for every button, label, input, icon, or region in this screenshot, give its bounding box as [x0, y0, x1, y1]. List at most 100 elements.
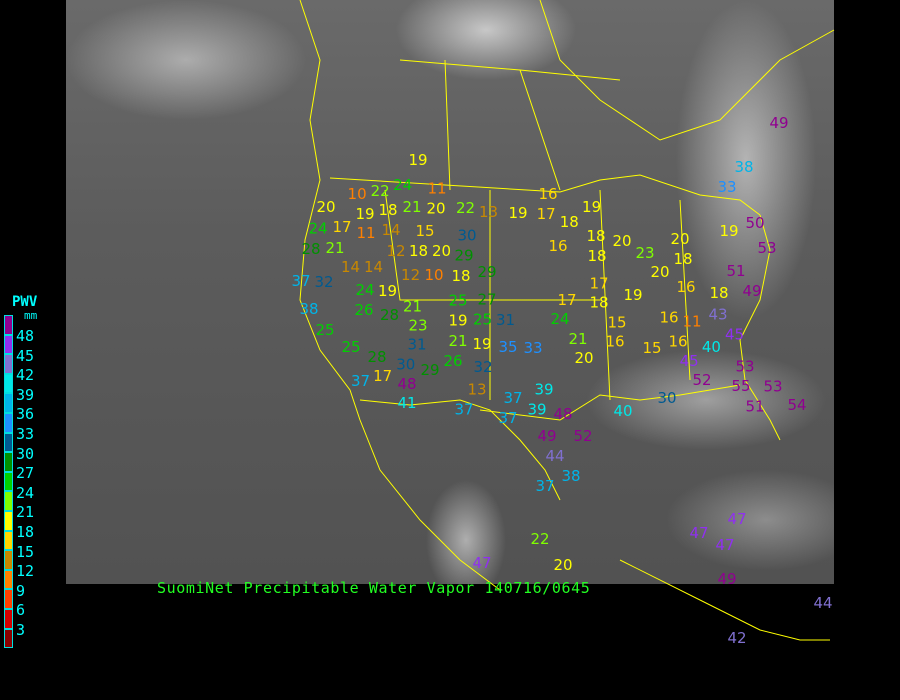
legend-tick: 9: [16, 581, 26, 600]
station-pwv-value: 25: [315, 321, 334, 339]
station-pwv-value: 40: [613, 402, 632, 420]
station-pwv-value: 22: [456, 199, 475, 217]
station-pwv-value: 43: [708, 306, 727, 324]
station-pwv-value: 14: [341, 258, 360, 276]
station-pwv-value: 15: [607, 314, 626, 332]
station-pwv-value: 47: [715, 536, 734, 554]
station-pwv-value: 21: [402, 198, 421, 216]
station-pwv-value: 20: [316, 198, 335, 216]
station-pwv-value: 28: [367, 348, 386, 366]
legend-swatch: [4, 608, 13, 629]
legend-tick: 12: [16, 562, 35, 581]
station-pwv-value: 52: [573, 427, 592, 445]
station-pwv-value: 37: [498, 409, 517, 427]
station-pwv-value: 18: [587, 247, 606, 265]
station-pwv-value: 49: [769, 114, 788, 132]
legend-swatch: [4, 315, 13, 335]
boundary-line: [299, 0, 501, 591]
boundary-line: [359, 399, 561, 501]
station-pwv-value: 32: [473, 358, 492, 376]
legend-swatch: [4, 589, 13, 609]
legend-tick: 42: [16, 366, 35, 385]
station-pwv-value: 27: [477, 291, 496, 309]
station-pwv-value: 42: [727, 629, 746, 647]
station-pwv-value: 24: [550, 310, 569, 328]
legend-tick: 36: [16, 405, 35, 424]
station-pwv-value: 19: [623, 286, 642, 304]
station-pwv-value: 47: [727, 510, 746, 528]
station-pwv-value: 16: [676, 278, 695, 296]
legend-swatch: [4, 491, 13, 511]
station-pwv-value: 33: [523, 339, 542, 357]
station-pwv-value: 29: [477, 263, 496, 281]
legend-tick: 27: [16, 464, 35, 483]
boundary-line: [619, 559, 830, 641]
station-pwv-value: 19: [378, 282, 397, 300]
station-pwv-value: 39: [534, 381, 553, 399]
station-pwv-value: 14: [381, 221, 400, 239]
station-pwv-value: 17: [557, 291, 576, 309]
station-pwv-value: 20: [574, 349, 593, 367]
station-pwv-value: 41: [397, 394, 416, 412]
station-pwv-value: 37: [454, 401, 473, 419]
station-pwv-value: 17: [537, 205, 556, 223]
station-pwv-value: 26: [443, 352, 462, 370]
station-pwv-value: 10: [348, 185, 367, 203]
station-pwv-value: 53: [763, 377, 782, 395]
satellite-map: [66, 0, 834, 584]
boundary-line: [739, 214, 781, 441]
legend-swatch: [4, 569, 13, 590]
station-pwv-value: 47: [689, 524, 708, 542]
boundary-line: [539, 0, 835, 141]
legend-swatch: [4, 452, 13, 472]
boundary-line: [599, 189, 691, 401]
station-pwv-value: 13: [467, 381, 486, 399]
station-pwv-value: 28: [301, 240, 320, 258]
station-pwv-value: 19: [719, 222, 738, 240]
station-pwv-value: 18: [560, 213, 579, 231]
station-pwv-value: 44: [545, 447, 564, 465]
boundary-line: [479, 384, 741, 421]
station-pwv-value: 37: [291, 272, 310, 290]
station-pwv-value: 20: [670, 230, 689, 248]
legend-tick: 33: [16, 425, 35, 443]
station-pwv-value: 21: [568, 330, 587, 348]
station-pwv-value: 51: [726, 262, 745, 280]
legend-swatch: [4, 510, 13, 531]
legend-swatch: [4, 432, 13, 453]
station-pwv-value: 16: [605, 333, 624, 351]
station-pwv-value: 49: [717, 570, 736, 588]
boundary-line: [329, 174, 761, 216]
station-pwv-value: 30: [396, 356, 415, 374]
legend-swatch: [4, 471, 13, 492]
station-pwv-value: 23: [408, 317, 427, 335]
station-pwv-value: 21: [325, 239, 344, 257]
legend-swatch: [4, 550, 13, 570]
station-pwv-value: 20: [650, 263, 669, 281]
station-pwv-value: 11: [356, 224, 375, 242]
legend-tick: 18: [16, 523, 35, 541]
station-pwv-value: 21: [403, 297, 422, 315]
station-pwv-value: 19: [355, 205, 374, 223]
station-pwv-value: 16: [538, 185, 557, 203]
station-pwv-value: 29: [420, 361, 439, 379]
station-pwv-value: 20: [432, 242, 451, 260]
station-pwv-value: 28: [380, 306, 399, 324]
station-pwv-value: 30: [457, 227, 476, 245]
station-pwv-value: 16: [659, 309, 678, 327]
station-pwv-value: 40: [702, 338, 721, 356]
boundary-lines: [299, 0, 835, 641]
legend-tick: 21: [16, 503, 35, 522]
station-pwv-value: 20: [553, 556, 572, 574]
station-pwv-value: 15: [415, 222, 434, 240]
station-pwv-value: 12: [401, 266, 420, 284]
station-pwv-value: 24: [393, 176, 412, 194]
station-pwv-value: 21: [448, 332, 467, 350]
station-pwv-value: 16: [668, 332, 687, 350]
station-pwv-value: 11: [682, 312, 701, 330]
station-pwv-value: 29: [454, 247, 473, 265]
station-pwv-value: 13: [479, 203, 498, 221]
station-pwv-value: 24: [355, 281, 374, 299]
boundary-line: [384, 189, 600, 400]
